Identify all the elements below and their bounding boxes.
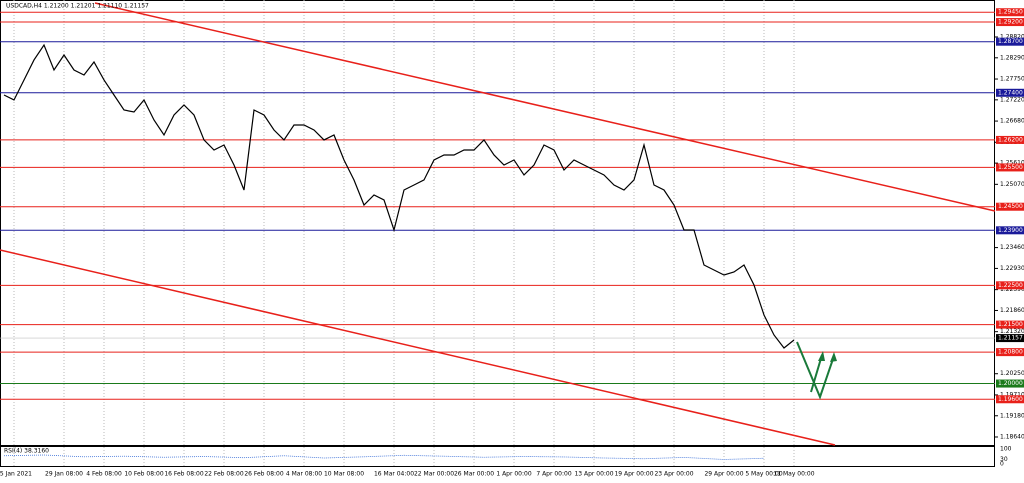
x-tick-label: 25 Jan 2021 (0, 471, 32, 478)
level-label: 1.29450 (998, 9, 1023, 16)
rsi-line (3, 454, 765, 460)
level-label: 1.28700 (998, 38, 1023, 45)
level-tag (996, 8, 1024, 17)
x-tick-label: 1 Apr 00:00 (496, 471, 531, 478)
level-tag (996, 37, 1024, 46)
x-tick-label: 22 Mar 00:00 (414, 471, 454, 478)
rsi-frame (0, 446, 995, 467)
current-price-label: 1.21157 (998, 335, 1023, 342)
level-label: 1.21500 (998, 321, 1023, 328)
y-tick-label: 1.22930 (1000, 265, 1024, 272)
x-tick-label: 29 Apr 00:00 (704, 471, 743, 478)
level-tag (996, 18, 1024, 27)
x-tick-label: 26 Mar 00:00 (454, 471, 494, 478)
x-tick-label: 26 Feb 08:00 (244, 471, 284, 478)
y-tick-label: 1.25070 (1000, 181, 1024, 188)
arrow-head (830, 352, 837, 362)
level-label: 1.22500 (998, 282, 1023, 289)
projection-arrow (796, 341, 835, 400)
levels (0, 11, 995, 400)
arrow-head (818, 351, 825, 361)
y-tick-label: 1.27220 (1000, 96, 1024, 103)
level-label: 1.23900 (998, 227, 1023, 234)
level-tag (996, 281, 1024, 290)
y-tick-label: 1.28290 (1000, 54, 1024, 61)
chart-title: USDCAD,H4 1.21200 1.21201 1.21110 1.2115… (6, 3, 149, 10)
rsi-tick-label: 0 (1000, 461, 1004, 468)
level-label: 1.19600 (998, 396, 1023, 403)
x-tick-label: 10 Feb 08:00 (124, 471, 164, 478)
x-tick-label: 23 Apr 00:00 (654, 471, 693, 478)
rsi-tick-label: 30 (1000, 456, 1008, 463)
level-tag (996, 395, 1024, 404)
y-tick-label: 1.20250 (1000, 370, 1024, 377)
y-tick-label: 1.21860 (1000, 307, 1024, 314)
level-label: 1.26200 (998, 136, 1023, 143)
x-tick-label: 22 Feb 08:00 (204, 471, 244, 478)
x-tick-label: 4 Mar 08:00 (286, 471, 322, 478)
x-tick-label: 10 Mar 08:00 (324, 471, 364, 478)
level-tag (996, 379, 1024, 388)
series (3, 43, 795, 349)
x-tick-label: 16 Feb 08:00 (164, 471, 204, 478)
x-tick-label: 13 Apr 00:00 (574, 471, 613, 478)
y-tick-label: 1.26680 (1000, 118, 1024, 125)
level-label: 1.20000 (998, 380, 1023, 387)
trend-line (0, 249, 836, 446)
level-label: 1.20800 (998, 349, 1023, 356)
y-tick-label: 1.18640 (1000, 433, 1024, 440)
trend-line (94, 2, 996, 212)
y-tick-label: 1.27750 (1000, 76, 1024, 83)
level-tag (996, 163, 1024, 172)
x-tick-label: 19 Apr 00:00 (614, 471, 653, 478)
x-tick-label: 4 Feb 08:00 (86, 471, 122, 478)
level-label: 1.27400 (998, 89, 1023, 96)
y-tick-label: 1.28820 (1000, 33, 1024, 40)
rsi-tick-label: 100 (1000, 446, 1012, 453)
level-label: 1.29200 (998, 19, 1023, 26)
rsi-title: RSI(4) 38.3160 (4, 448, 49, 455)
y-tick-label: 1.21320 (1000, 328, 1024, 335)
level-tag (996, 320, 1024, 329)
x-tick-label: 5 May 00:00 (745, 471, 783, 478)
x-tick-label: 29 Jan 08:00 (45, 471, 83, 478)
x-tick-label: 11 May 00:00 (773, 471, 814, 478)
y-tick-label: 1.19710 (1000, 391, 1024, 398)
y-tick-label: 1.19180 (1000, 412, 1024, 419)
level-label: 1.24500 (998, 203, 1023, 210)
level-tag (996, 135, 1024, 144)
y-tick-label: 1.25610 (1000, 160, 1024, 167)
price-line (3, 43, 795, 349)
level-tag (996, 88, 1024, 97)
y-tick-label: 1.23460 (1000, 244, 1024, 251)
level-tag (996, 348, 1024, 357)
projection-arrow (810, 354, 823, 393)
current-price-tag (996, 334, 1024, 343)
x-tick-label: 16 Mar 04:00 (374, 471, 414, 478)
level-tag (996, 202, 1024, 211)
level-label: 1.25500 (998, 164, 1023, 171)
main-frame (0, 0, 995, 446)
x-tick-label: 7 Apr 00:00 (536, 471, 571, 478)
level-tag (996, 226, 1024, 235)
y-tick-label: 1.22390 (1000, 286, 1024, 293)
